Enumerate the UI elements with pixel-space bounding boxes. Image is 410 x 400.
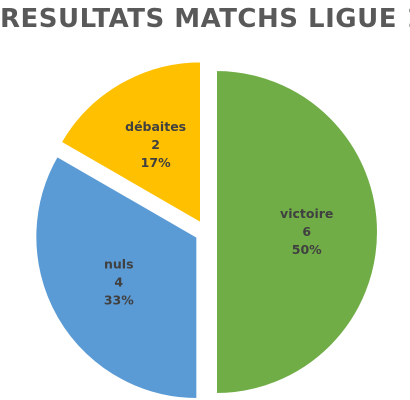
data-label-percent-victoire: 50% — [292, 242, 322, 257]
data-label-name-nuls: nuls — [104, 256, 134, 271]
data-label-value-nuls: 4 — [114, 274, 123, 289]
data-label-name-victoire: victoire — [280, 206, 333, 221]
data-label-value-débaites: 2 — [151, 137, 160, 152]
chart-title: RESULTATS MATCHS LIGUE 1 — [0, 4, 410, 34]
pie-slice-nuls — [34, 154, 199, 400]
data-label-name-débaites: débaites — [125, 119, 186, 134]
data-label-value-victoire: 6 — [302, 224, 311, 239]
pie-slice-débaites — [59, 60, 202, 226]
pie-slice-victoire — [215, 68, 379, 396]
data-label-percent-débaites: 17% — [141, 155, 171, 170]
data-label-percent-nuls: 33% — [104, 292, 134, 307]
